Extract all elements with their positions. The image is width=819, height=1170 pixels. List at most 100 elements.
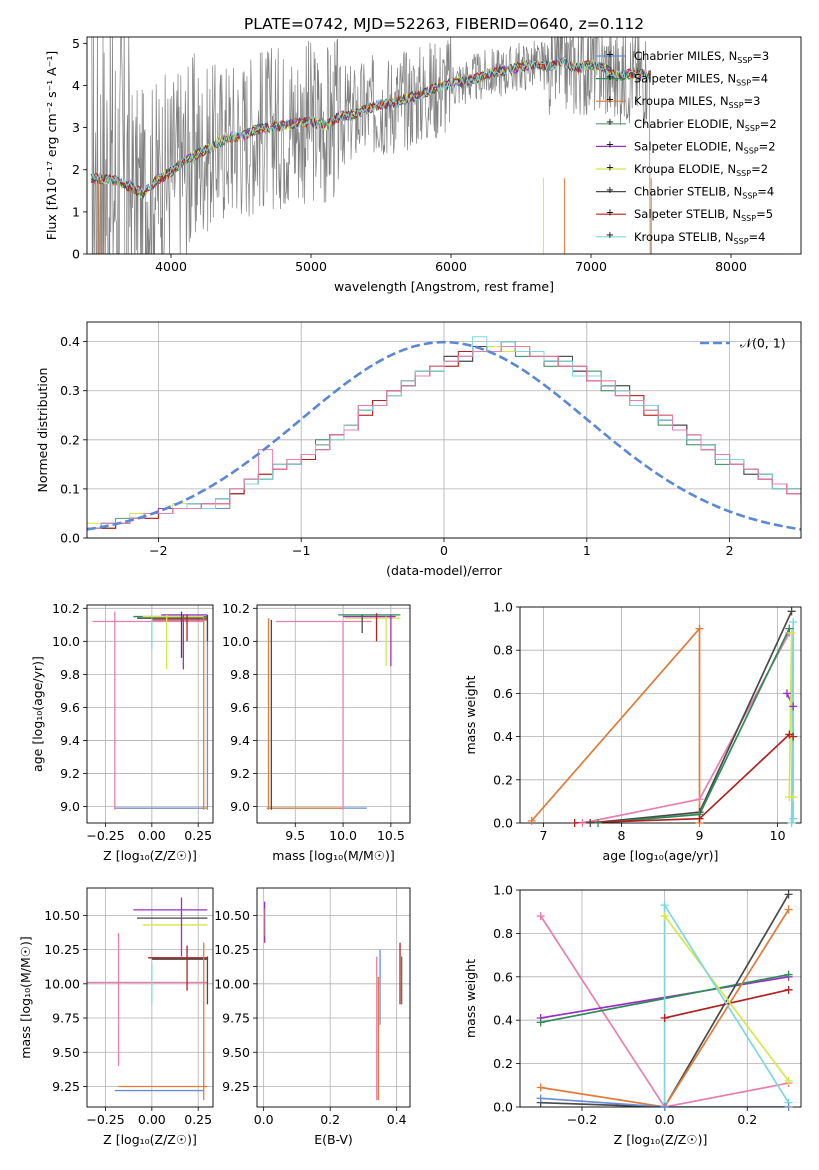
x-tick-label: 7 [539, 828, 547, 843]
panel-mass-vs-Z: −0.25 0.00 0.25 9.25 9.50 9.75 10.00 10.25 10.50… [18, 887, 214, 1147]
data-layer [90, 37, 787, 254]
panel-residuals: −2 −1 0 1 2 0.0 0.1 0.2 0.3 0.4 (data-model)/error… [35, 321, 802, 578]
y-tick-label: 1.0 [493, 883, 513, 898]
legend-label-tail: =3 [744, 94, 761, 108]
y-axis-label: Normed distribution [35, 368, 50, 493]
weight-line [574, 733, 794, 823]
gridlines [257, 888, 410, 1107]
y-tick-label: 10.2 [52, 601, 80, 616]
y-tick-label: 9.0 [60, 799, 80, 814]
panel-spectrum: 4000 5000 6000 7000 8000 0 1 2 3 4 5 wavelength [An… [44, 36, 802, 294]
legend-label-sub: SSP [734, 237, 749, 246]
x-tick-label: −2 [149, 543, 167, 558]
legend-label-sub: SSP [736, 79, 751, 88]
panel-mass-weight-vs-Z: −0.2 0.0 0.2 0.0 0.2 0.4 0.6 0.8 1.0 Z [log₁₀(Z/Z… [463, 883, 802, 1147]
y-axis-label: age [log₁₀(age/yr)] [30, 656, 45, 772]
gridlines [87, 888, 213, 1107]
y-axis-label: mass [log₁₀(M/M☉)] [18, 936, 33, 1058]
y-tick-label: 0.4 [60, 334, 80, 349]
x-tick-label: 0.25 [184, 1112, 212, 1127]
gridlines [257, 605, 410, 823]
legend-label-tail: =2 [760, 117, 777, 131]
y-tick-label: 9.4 [60, 733, 80, 748]
legend-marker: + [606, 95, 614, 106]
data-layer [539, 893, 790, 1107]
y-tick-label: 2 [72, 162, 80, 177]
axes-frame [86, 36, 802, 255]
legend-label-sub: SSP [736, 169, 751, 178]
legend: 𝒩(0, 1) [700, 336, 786, 351]
y-tick-label: 9.50 [52, 1045, 80, 1060]
observed-spectrum-line [91, 37, 787, 254]
x-tick-label: 5000 [295, 259, 327, 274]
x-axis-label: Z [log₁₀(Z/Z☉)] [103, 1132, 197, 1147]
legend-label-sub: SSP [745, 124, 760, 133]
weight-marker [536, 1018, 545, 1027]
legend-label-sub: SSP [741, 214, 756, 223]
x-axis-label: E(B-V) [314, 1132, 353, 1147]
x-axis-label: mass [log₁₀(M/M☉)] [272, 848, 394, 863]
y-tick-label: 0.0 [493, 816, 513, 831]
weight-line [598, 628, 791, 823]
legend-marker: + [606, 72, 614, 83]
legend-label: Salpeter STELIB, NSSP=5 [634, 207, 773, 223]
y-tick-label: 0.3 [60, 383, 80, 398]
x-tick-label: 0.2 [737, 1112, 757, 1127]
x-tick-label: 8000 [715, 259, 747, 274]
y-tick-label: 9.50 [222, 1045, 250, 1060]
legend-marker: + [606, 140, 614, 151]
axes-frame [256, 887, 411, 1108]
weight-marker [695, 795, 704, 804]
x-tick-label: 4000 [155, 259, 187, 274]
x-tick-label: 10.0 [329, 828, 357, 843]
weight-marker [789, 793, 798, 802]
x-tick-label: −0.2 [567, 1112, 597, 1127]
y-tick-label: 9.2 [60, 766, 80, 781]
weight-marker [536, 1083, 545, 1092]
y-tick-label: 0.6 [493, 969, 513, 984]
model-line [90, 57, 651, 195]
y-tick-label: 1 [72, 204, 80, 219]
weight-marker [787, 819, 796, 827]
legend-label-main: Kroupa MILES, N [634, 94, 729, 108]
y-axis-label: Flux [fλ10⁻¹⁷ erg cm⁻² s⁻¹ A⁻¹] [44, 51, 59, 240]
weight-marker [527, 816, 536, 825]
legend-label-sub: SSP [729, 101, 744, 110]
y-tick-label: 1.0 [493, 600, 513, 615]
weight-marker [570, 819, 579, 827]
y-tick-label: 10.25 [44, 942, 80, 957]
weight-marker [536, 1094, 545, 1103]
panel-mass-vs-ebv: 0.0 0.2 0.4 9.25 9.50 9.75 10.00 10.25 10.50 E(B-… [214, 887, 411, 1147]
weight-marker [660, 901, 669, 910]
legend-label: Chabrier MILES, NSSP=3 [634, 49, 769, 65]
x-tick-label: 9.5 [285, 828, 305, 843]
legend-item: + Kroupa MILES, NSSP=3 [596, 94, 760, 110]
y-tick-label: 0.6 [493, 686, 513, 701]
figure-title: PLATE=0742, MJD=52263, FIBERID=0640, z=0… [244, 15, 644, 33]
histogram-step [87, 336, 801, 529]
model-line [90, 57, 651, 196]
legend-label: Kroupa MILES, NSSP=3 [634, 94, 760, 110]
data-layer [263, 901, 403, 1101]
legend-label-sub: SSP [737, 56, 752, 65]
weight-line [663, 902, 790, 1104]
weight-marker [789, 618, 798, 627]
x-axis-label: Z [log₁₀(Z/Z☉)] [614, 1132, 708, 1147]
y-tick-label: 0.0 [493, 1100, 513, 1115]
gridlines [520, 606, 801, 824]
weight-marker [586, 819, 595, 827]
axes-frame [256, 604, 411, 824]
gridlines [87, 605, 213, 823]
y-tick-label: 0.2 [493, 1056, 513, 1071]
legend-label-main: Kroupa STELIB, N [634, 230, 734, 244]
legend-item: + Kroupa ELODIE, NSSP=2 [596, 162, 768, 178]
legend-label-main: Salpeter MILES, N [634, 72, 736, 86]
x-tick-label: 0.2 [320, 1112, 340, 1127]
data-layer [87, 336, 801, 531]
legend-label: Chabrier ELODIE, NSSP=2 [634, 117, 777, 133]
legend-label-sub: SSP [744, 146, 759, 155]
legend-item: + Salpeter STELIB, NSSP=5 [596, 207, 773, 223]
weight-marker [594, 819, 603, 827]
y-tick-label: 0.8 [493, 643, 513, 658]
y-tick-label: 9.2 [230, 766, 250, 781]
